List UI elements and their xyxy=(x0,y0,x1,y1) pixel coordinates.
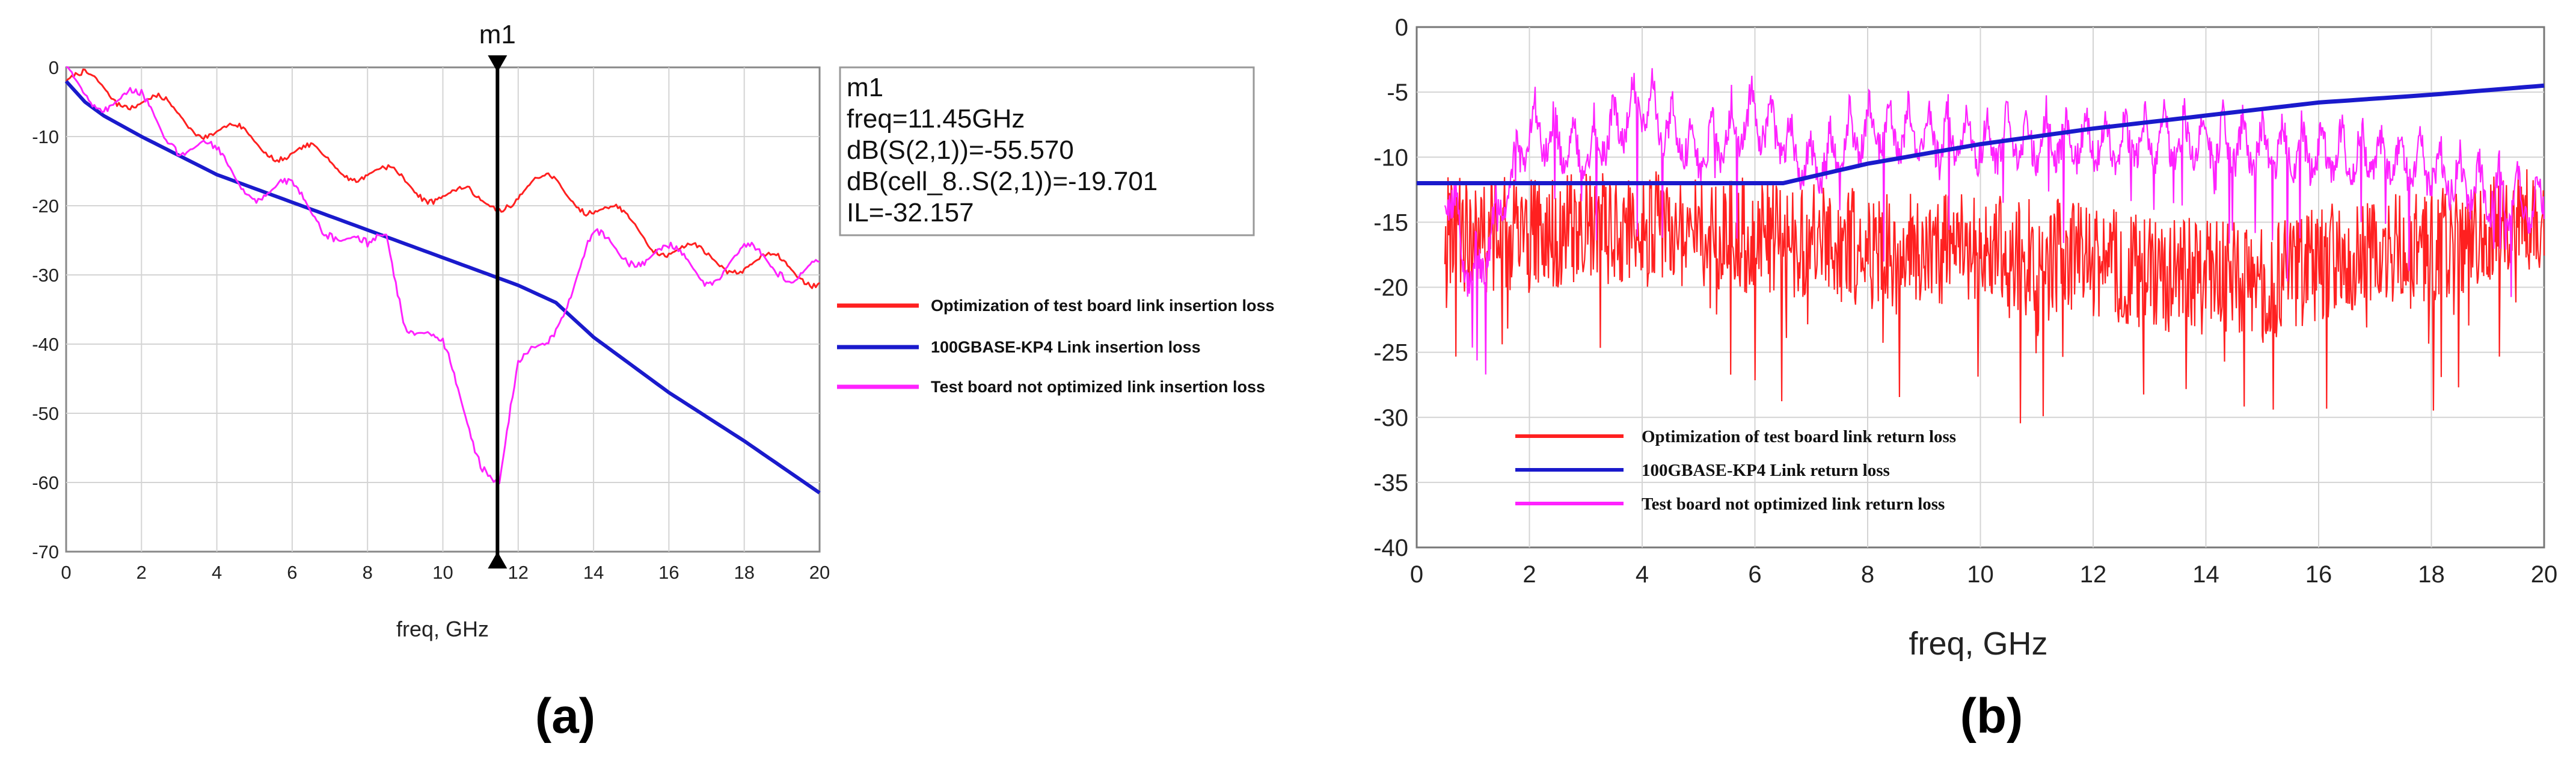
y-tick-label: -20 xyxy=(32,196,59,217)
marker-readout-frame xyxy=(839,66,1255,236)
y-tick-label: -20 xyxy=(1373,275,1408,301)
chart-b-ticks: 0 2 4 6 8 10 12 14 16 18 20 0 -5 -10 -15 -20 -25 -30 -35 -4… xyxy=(1373,14,2557,588)
y-tick-label: -40 xyxy=(1373,535,1408,561)
y-tick-label: 0 xyxy=(1395,14,1408,41)
x-tick-label: 10 xyxy=(1967,561,1994,588)
legend-b-label-1: Optimization of test board link return l… xyxy=(1642,427,1956,446)
legend-a-label-2: 100GBASE-KP4 Link insertion loss xyxy=(931,338,1201,356)
chart-b-xlabel: freq, GHz xyxy=(1909,626,2047,662)
legend-b-label-3: Test board not optimized link return los… xyxy=(1642,494,1945,514)
chart-a-xlabel: freq, GHz xyxy=(396,617,489,641)
x-tick-label: 20 xyxy=(809,562,830,583)
series-b-line-2 xyxy=(1417,83,2545,185)
y-tick-label: -60 xyxy=(32,472,59,493)
x-tick-label: 14 xyxy=(2192,561,2219,588)
x-tick-label: 14 xyxy=(583,562,604,583)
x-tick-label: 8 xyxy=(1861,561,1874,588)
marker-readout-line-4: dB(cell_8..S(2,1))=-19.701 xyxy=(847,167,1158,196)
y-tick-label: -10 xyxy=(1373,144,1408,171)
marker-m1[interactable]: m1 xyxy=(479,20,516,568)
series-b-line-3 xyxy=(1444,68,2545,375)
series-b-line-1 xyxy=(1444,169,2545,424)
y-tick-label: 0 xyxy=(49,57,59,78)
marker-readout-line-5: IL=-32.157 xyxy=(847,198,974,227)
chart-a-legend: Optimization of test board link insertio… xyxy=(837,297,1275,396)
y-tick-label: -50 xyxy=(32,403,59,424)
x-tick-label: 6 xyxy=(287,562,297,583)
series-a-line-2 xyxy=(64,79,821,494)
x-tick-label: 8 xyxy=(363,562,373,583)
y-tick-label: -30 xyxy=(32,265,59,286)
x-tick-label: 20 xyxy=(2531,561,2558,588)
x-tick-label: 4 xyxy=(212,562,222,583)
y-tick-label: -35 xyxy=(1373,470,1408,496)
marker-readout-box: m1 freq=11.45GHz dB(S(2,1))=-55.570 dB(c… xyxy=(839,66,1255,236)
marker-m1-top-arrow xyxy=(488,55,508,72)
x-tick-label: 0 xyxy=(1410,561,1423,588)
y-tick-label: -30 xyxy=(1373,405,1408,431)
x-tick-label: 2 xyxy=(136,562,147,583)
x-tick-label: 12 xyxy=(2080,561,2107,588)
marker-m1-label: m1 xyxy=(479,20,516,49)
y-tick-label: -25 xyxy=(1373,340,1408,366)
y-tick-label: -5 xyxy=(1387,79,1408,106)
x-tick-label: 0 xyxy=(61,562,71,583)
legend-b-label-2: 100GBASE-KP4 Link return loss xyxy=(1642,461,1890,480)
panel-label-b: (b) xyxy=(1960,689,2023,744)
y-tick-label: -15 xyxy=(1373,209,1408,236)
marker-readout-line-1: m1 xyxy=(847,73,883,102)
y-tick-label: -70 xyxy=(32,541,59,562)
series-a-line-3 xyxy=(66,66,820,484)
legend-a-label-1: Optimization of test board link insertio… xyxy=(931,297,1275,315)
chart-a-series xyxy=(64,66,821,494)
marker-readout-line-3: dB(S(2,1))=-55.570 xyxy=(847,135,1074,165)
chart-b: 0 2 4 6 8 10 12 14 16 18 20 0 -5 -10 -15 -20 -25 -30 -35 -4… xyxy=(1373,14,2557,744)
x-tick-label: 6 xyxy=(1748,561,1761,588)
chart-b-legend: Optimization of test board link return l… xyxy=(1515,427,1956,514)
series-a-line-1 xyxy=(65,68,820,289)
legend-a-label-3: Test board not optimized link insertion … xyxy=(931,378,1265,396)
x-tick-label: 18 xyxy=(2418,561,2445,588)
marker-readout-line-2: freq=11.45GHz xyxy=(847,104,1025,134)
x-tick-label: 18 xyxy=(734,562,754,583)
chart-a: 0 2 4 6 8 10 12 14 16 18 200-10-20-30-40-50-60-70 … xyxy=(32,20,1274,744)
x-tick-label: 10 xyxy=(432,562,453,583)
y-tick-label: -10 xyxy=(32,126,59,147)
marker-m1-bottom-arrow xyxy=(488,552,508,568)
panel-label-a: (a) xyxy=(535,689,595,744)
x-tick-label: 12 xyxy=(508,562,529,583)
x-tick-label: 2 xyxy=(1523,561,1536,588)
y-tick-label: -40 xyxy=(32,334,59,355)
chart-b-series xyxy=(1417,68,2545,424)
x-tick-label: 16 xyxy=(658,562,679,583)
x-tick-label: 16 xyxy=(2305,561,2332,588)
chart-a-ticks: 0 2 4 6 8 10 12 14 16 18 20 0 -10 -20 -30 -40 -50 -60 -70 xyxy=(32,57,830,583)
x-tick-label: 4 xyxy=(1636,561,1649,588)
chart-a-grid xyxy=(66,67,820,552)
